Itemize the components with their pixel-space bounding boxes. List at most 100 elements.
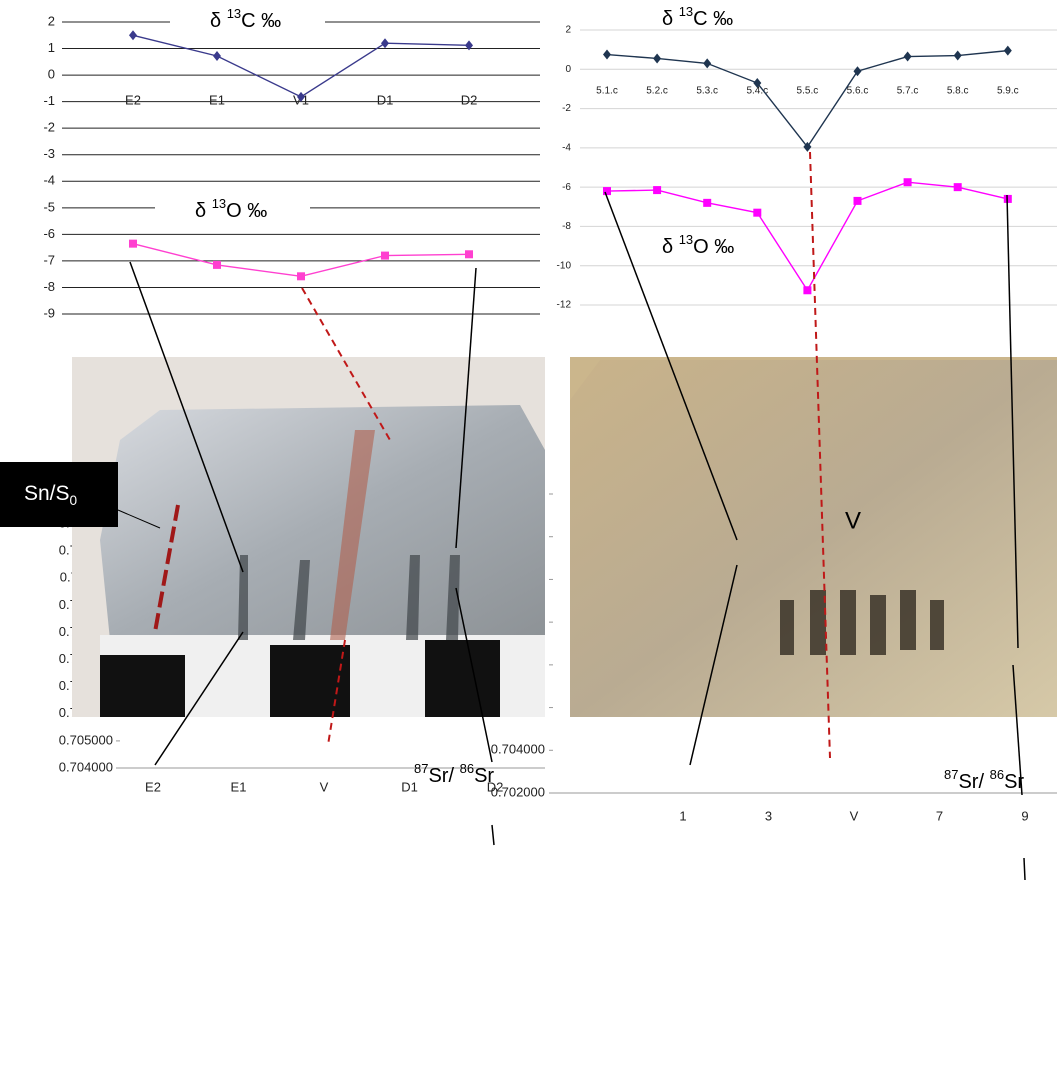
y-tick-label: -1 (43, 93, 55, 108)
marker (854, 197, 862, 205)
y-tick-label: -7 (43, 252, 55, 267)
label-part: 0 (70, 493, 78, 508)
label-part: C ‰ (693, 8, 733, 30)
y-tick-label: -2 (562, 103, 571, 114)
x-tick-label: V (320, 779, 329, 794)
chart: -9-8-7-6-5-4-3-2-1012E2E1V1D1D2δ 13C ‰δ … (43, 6, 540, 321)
marker (465, 250, 473, 258)
label-part: 86 (990, 767, 1004, 782)
photo-label: Sn/S0 (24, 482, 78, 509)
y-tick-label: 0.704000 (59, 759, 113, 774)
y-tick-label: 1 (48, 40, 55, 55)
label-part: 87 (944, 767, 958, 782)
label-part: δ (662, 236, 679, 258)
x-tick-label: 5.5.c (797, 86, 819, 97)
marker (753, 209, 761, 217)
x-tick-label: 5.3.c (696, 86, 718, 97)
x-tick-label: E1 (231, 779, 247, 794)
x-tick-label: D1 (377, 92, 394, 107)
marker (129, 240, 137, 248)
marker (129, 30, 137, 40)
label-part: O ‰ (226, 200, 267, 222)
photo-mark-label: V (845, 507, 861, 534)
left-photo: Sn/S0 (0, 357, 545, 717)
series-label: δ 13O ‰ (662, 232, 734, 258)
y-tick-label: -6 (562, 182, 571, 193)
x-tick-label: 5.1.c (596, 86, 618, 97)
label-part: Sn/S (24, 482, 70, 505)
x-tick-label: E2 (125, 92, 141, 107)
y-tick-label: -4 (562, 142, 571, 153)
y-tick-label: 0 (48, 67, 55, 82)
label-part: δ (210, 10, 227, 32)
marker (703, 58, 711, 68)
x-tick-label: 3 (765, 808, 772, 823)
marker (213, 51, 221, 61)
marker (297, 272, 305, 280)
y-tick-label: -8 (562, 221, 571, 232)
label-part: O ‰ (693, 236, 734, 258)
series-line (133, 244, 469, 277)
y-tick-label: -5 (43, 199, 55, 214)
series-line (133, 35, 469, 97)
y-tick-label: -6 (43, 226, 55, 241)
marker (803, 286, 811, 294)
marker (954, 183, 962, 191)
x-tick-label: E1 (209, 92, 225, 107)
label-part: δ (662, 8, 679, 30)
label-part: 87 (414, 761, 428, 776)
x-tick-label: 9 (1021, 808, 1028, 823)
label-part: Sr/ (428, 765, 459, 787)
marker (381, 252, 389, 260)
x-tick-label: V (850, 808, 859, 823)
y-tick-label: -10 (557, 260, 572, 271)
x-tick-label: D1 (401, 779, 418, 794)
label-part: C ‰ (241, 10, 281, 32)
marker (703, 199, 711, 207)
y-tick-label: 2 (48, 13, 55, 28)
y-tick-label: 0.704000 (491, 742, 545, 757)
label-part: 13 (679, 232, 693, 247)
label-part: 13 (212, 196, 226, 211)
label-part: 13 (227, 6, 241, 21)
label-part: Sr/ (958, 771, 989, 793)
marker (904, 178, 912, 186)
marker (954, 51, 962, 61)
x-tick-label: 5.9.c (997, 86, 1019, 97)
marker (1004, 46, 1012, 56)
figure: -9-8-7-6-5-4-3-2-1012E2E1V1D1D2δ 13C ‰δ … (0, 0, 1057, 1085)
y-tick-label: -12 (557, 300, 572, 311)
series-label: 87Sr/ 86Sr (414, 761, 494, 787)
x-tick-label: 5.7.c (897, 86, 919, 97)
y-tick-label: 0.705000 (59, 732, 113, 747)
y-tick-label: 2 (565, 25, 571, 36)
y-tick-label: -4 (43, 173, 55, 188)
y-tick-label: -9 (43, 305, 55, 320)
marker (653, 186, 661, 194)
x-tick-label: D2 (461, 92, 478, 107)
series-label: δ 13C ‰ (210, 6, 281, 32)
marker (653, 53, 661, 63)
series-line (607, 51, 1008, 147)
label-part: δ (195, 200, 212, 222)
x-tick-label: 5.8.c (947, 86, 969, 97)
y-tick-label: -2 (43, 120, 55, 135)
label-part: 13 (679, 4, 693, 19)
x-tick-label: 7 (936, 808, 943, 823)
marker (603, 187, 611, 195)
x-tick-label: 1 (679, 808, 686, 823)
series-label: 87Sr/ 86Sr (944, 767, 1024, 793)
marker (381, 38, 389, 48)
x-tick-label: 5.6.c (847, 86, 869, 97)
y-tick-label: 0 (565, 64, 571, 75)
x-tick-label: E2 (145, 779, 161, 794)
y-tick-label: -3 (43, 146, 55, 161)
x-tick-label: 5.2.c (646, 86, 668, 97)
y-tick-label: 0.702000 (491, 784, 545, 799)
marker (213, 261, 221, 269)
y-tick-label: -8 (43, 279, 55, 294)
marker (603, 50, 611, 60)
marker (904, 52, 912, 62)
series-label: δ 13O ‰ (195, 196, 267, 222)
